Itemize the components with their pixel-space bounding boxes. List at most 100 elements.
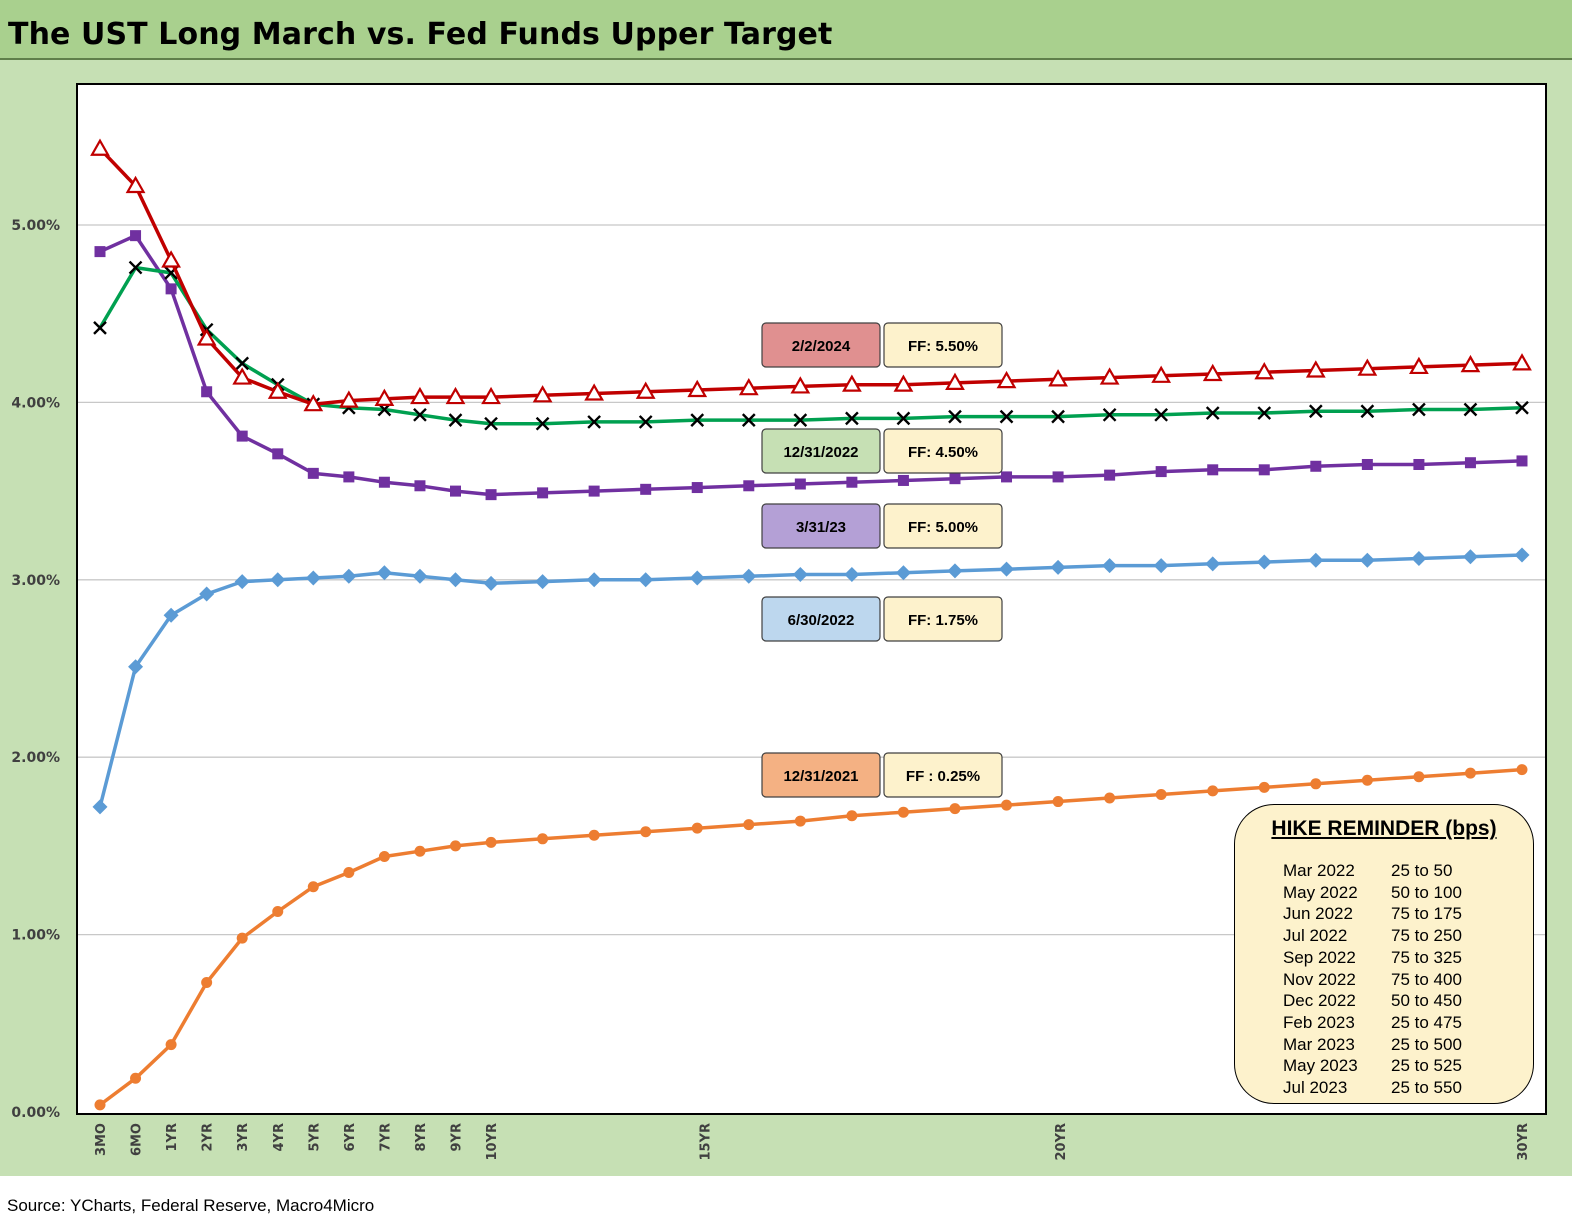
data-point (638, 572, 654, 588)
hike-amount: 25 to 50 (1391, 861, 1453, 880)
hike-date: Jun 2022 (1283, 904, 1353, 924)
data-point (1104, 792, 1116, 804)
data-point (947, 563, 963, 579)
data-point (1155, 466, 1167, 478)
hike-date: Jul 2022 (1283, 926, 1348, 946)
data-point (130, 1072, 142, 1084)
series-layer (90, 138, 1532, 1111)
data-point (1409, 356, 1429, 375)
data-point (130, 230, 142, 242)
data-point (90, 138, 110, 156)
data-point (1154, 407, 1169, 422)
data-point (1305, 360, 1326, 378)
data-point (743, 819, 755, 831)
data-point (1258, 464, 1270, 476)
x-tick-label: 6YR (343, 1123, 358, 1151)
hike-reminder-title: HIKE REMINDER (bps) (1271, 817, 1497, 840)
data-point (535, 574, 551, 590)
series-12/31/2021 (94, 764, 1528, 1111)
data-point (1411, 551, 1427, 567)
x-tick-label: 6MO (130, 1123, 145, 1156)
data-point (1516, 764, 1528, 776)
data-point (201, 976, 213, 988)
data-point (638, 415, 653, 429)
data-point (1310, 460, 1322, 472)
hike-amount: 50 to 100 (1391, 882, 1462, 902)
data-point (1207, 785, 1219, 797)
x-tick-label: 8YR (414, 1123, 429, 1151)
data-point (640, 826, 652, 838)
data-point (94, 246, 106, 258)
series-date-label: 2/2/2024 (792, 338, 851, 355)
fed-funds-label: FF : 0.25% (906, 768, 980, 785)
series-line (98, 767, 1523, 1107)
data-point (1254, 362, 1275, 380)
hike-date: May 2022 (1283, 882, 1358, 902)
data-point (1051, 409, 1065, 424)
x-tick-label: 10YR (485, 1123, 500, 1161)
x-tick-label: 15YR (698, 1123, 713, 1161)
data-point (92, 799, 108, 815)
data-point (128, 659, 144, 675)
data-point (1516, 455, 1528, 467)
data-point (235, 356, 250, 371)
data-point (741, 568, 757, 584)
data-point (343, 471, 355, 483)
data-point (845, 411, 859, 426)
data-point (414, 845, 426, 857)
y-tick-label: 0.00% (11, 1105, 60, 1121)
data-point (945, 372, 965, 390)
series-date-box (761, 596, 881, 642)
data-point (532, 385, 553, 403)
data-point (412, 568, 428, 584)
data-point (790, 376, 811, 394)
data-point (1359, 552, 1375, 568)
series-date-label: 3/31/23 (796, 519, 846, 536)
x-tick-label: 20YR (1054, 1123, 1069, 1161)
series-date-box (761, 428, 881, 474)
data-point (893, 374, 914, 392)
data-point (165, 283, 177, 295)
data-point (743, 480, 755, 492)
x-tick-label: 3MO (94, 1123, 109, 1156)
data-point (272, 448, 284, 460)
fed-funds-box (883, 752, 1003, 798)
series-date-label: 6/30/2022 (788, 612, 855, 629)
data-point (1153, 558, 1169, 574)
data-point (1052, 471, 1064, 483)
data-point (1202, 363, 1223, 382)
data-point (587, 415, 601, 429)
fed-funds-box (883, 322, 1003, 368)
hike-date: Dec 2022 (1283, 991, 1356, 1011)
data-point (450, 485, 461, 497)
x-tick-label: 30YR (1516, 1123, 1531, 1161)
data-point (1099, 367, 1120, 385)
data-point (378, 851, 390, 863)
data-point (535, 416, 550, 431)
data-point (414, 480, 426, 492)
data-point (307, 467, 319, 479)
data-point (537, 833, 549, 845)
data-point (272, 906, 284, 918)
fed-funds-box (883, 428, 1003, 474)
data-point (1048, 369, 1068, 387)
hike-amount: 75 to 175 (1391, 904, 1462, 924)
data-point (999, 409, 1014, 424)
series-line (98, 265, 1523, 426)
data-point (949, 803, 961, 815)
data-point (1205, 556, 1221, 572)
title-bar: The UST Long March vs. Fed Funds Upper T… (0, 0, 1572, 60)
data-point (1464, 457, 1476, 469)
data-point (94, 1099, 106, 1111)
hike-amount: 75 to 400 (1391, 969, 1462, 989)
data-point (690, 413, 705, 427)
source-note: Source: YCharts, Federal Reserve, Macro4… (7, 1196, 375, 1215)
hike-date: Nov 2022 (1283, 969, 1356, 989)
data-point (270, 572, 286, 588)
data-point (793, 413, 808, 427)
data-point (161, 250, 181, 268)
data-point (481, 386, 501, 405)
data-point (792, 566, 808, 582)
data-point (996, 370, 1017, 389)
